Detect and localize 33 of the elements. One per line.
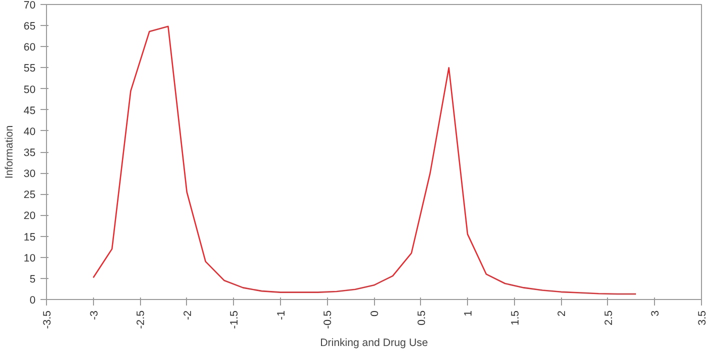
x-tick-label: -3.5 (42, 310, 54, 329)
y-tick-label: 40 (24, 126, 36, 138)
x-tick-label: 3 (650, 310, 662, 316)
y-tick-label: 10 (24, 252, 36, 264)
x-tick-label: 2 (556, 310, 568, 316)
y-tick-label: 65 (24, 20, 36, 33)
x-tick-label: 0.5 (416, 310, 428, 326)
x-tick-label: -2.5 (135, 310, 148, 329)
y-tick-label: 35 (24, 147, 36, 159)
x-tick-label: -1.5 (228, 310, 241, 329)
x-tick-label: 1.5 (509, 310, 522, 326)
y-tick-label: 5 (30, 273, 36, 286)
y-tick-label: 70 (24, 0, 36, 12)
x-tick-label: -0.5 (322, 310, 334, 329)
y-tick-label: 0 (30, 294, 36, 306)
x-tick-label: 1 (462, 310, 475, 316)
y-tick-label: 15 (24, 231, 36, 244)
y-axis-title: Information (4, 125, 16, 179)
x-tick-label: -2 (182, 310, 194, 320)
x-tick-label: -3 (88, 310, 100, 320)
x-tick-label: 0 (369, 310, 381, 316)
x-tick-label: 2.5 (602, 310, 615, 326)
y-tick-label: 30 (24, 168, 36, 180)
line-series (92, 26, 637, 295)
x-axis-title: Drinking and Drug Use (320, 336, 428, 349)
y-tick-label: 25 (24, 189, 36, 202)
y-tick-label: 50 (24, 84, 36, 96)
x-tick-label: -1 (275, 310, 288, 320)
x-tick-label: 3.5 (696, 310, 708, 326)
y-tick-label: 20 (24, 210, 36, 222)
y-tick-label: 60 (24, 42, 36, 54)
y-tick-label: 55 (24, 62, 36, 75)
y-tick-label: 45 (24, 104, 36, 117)
